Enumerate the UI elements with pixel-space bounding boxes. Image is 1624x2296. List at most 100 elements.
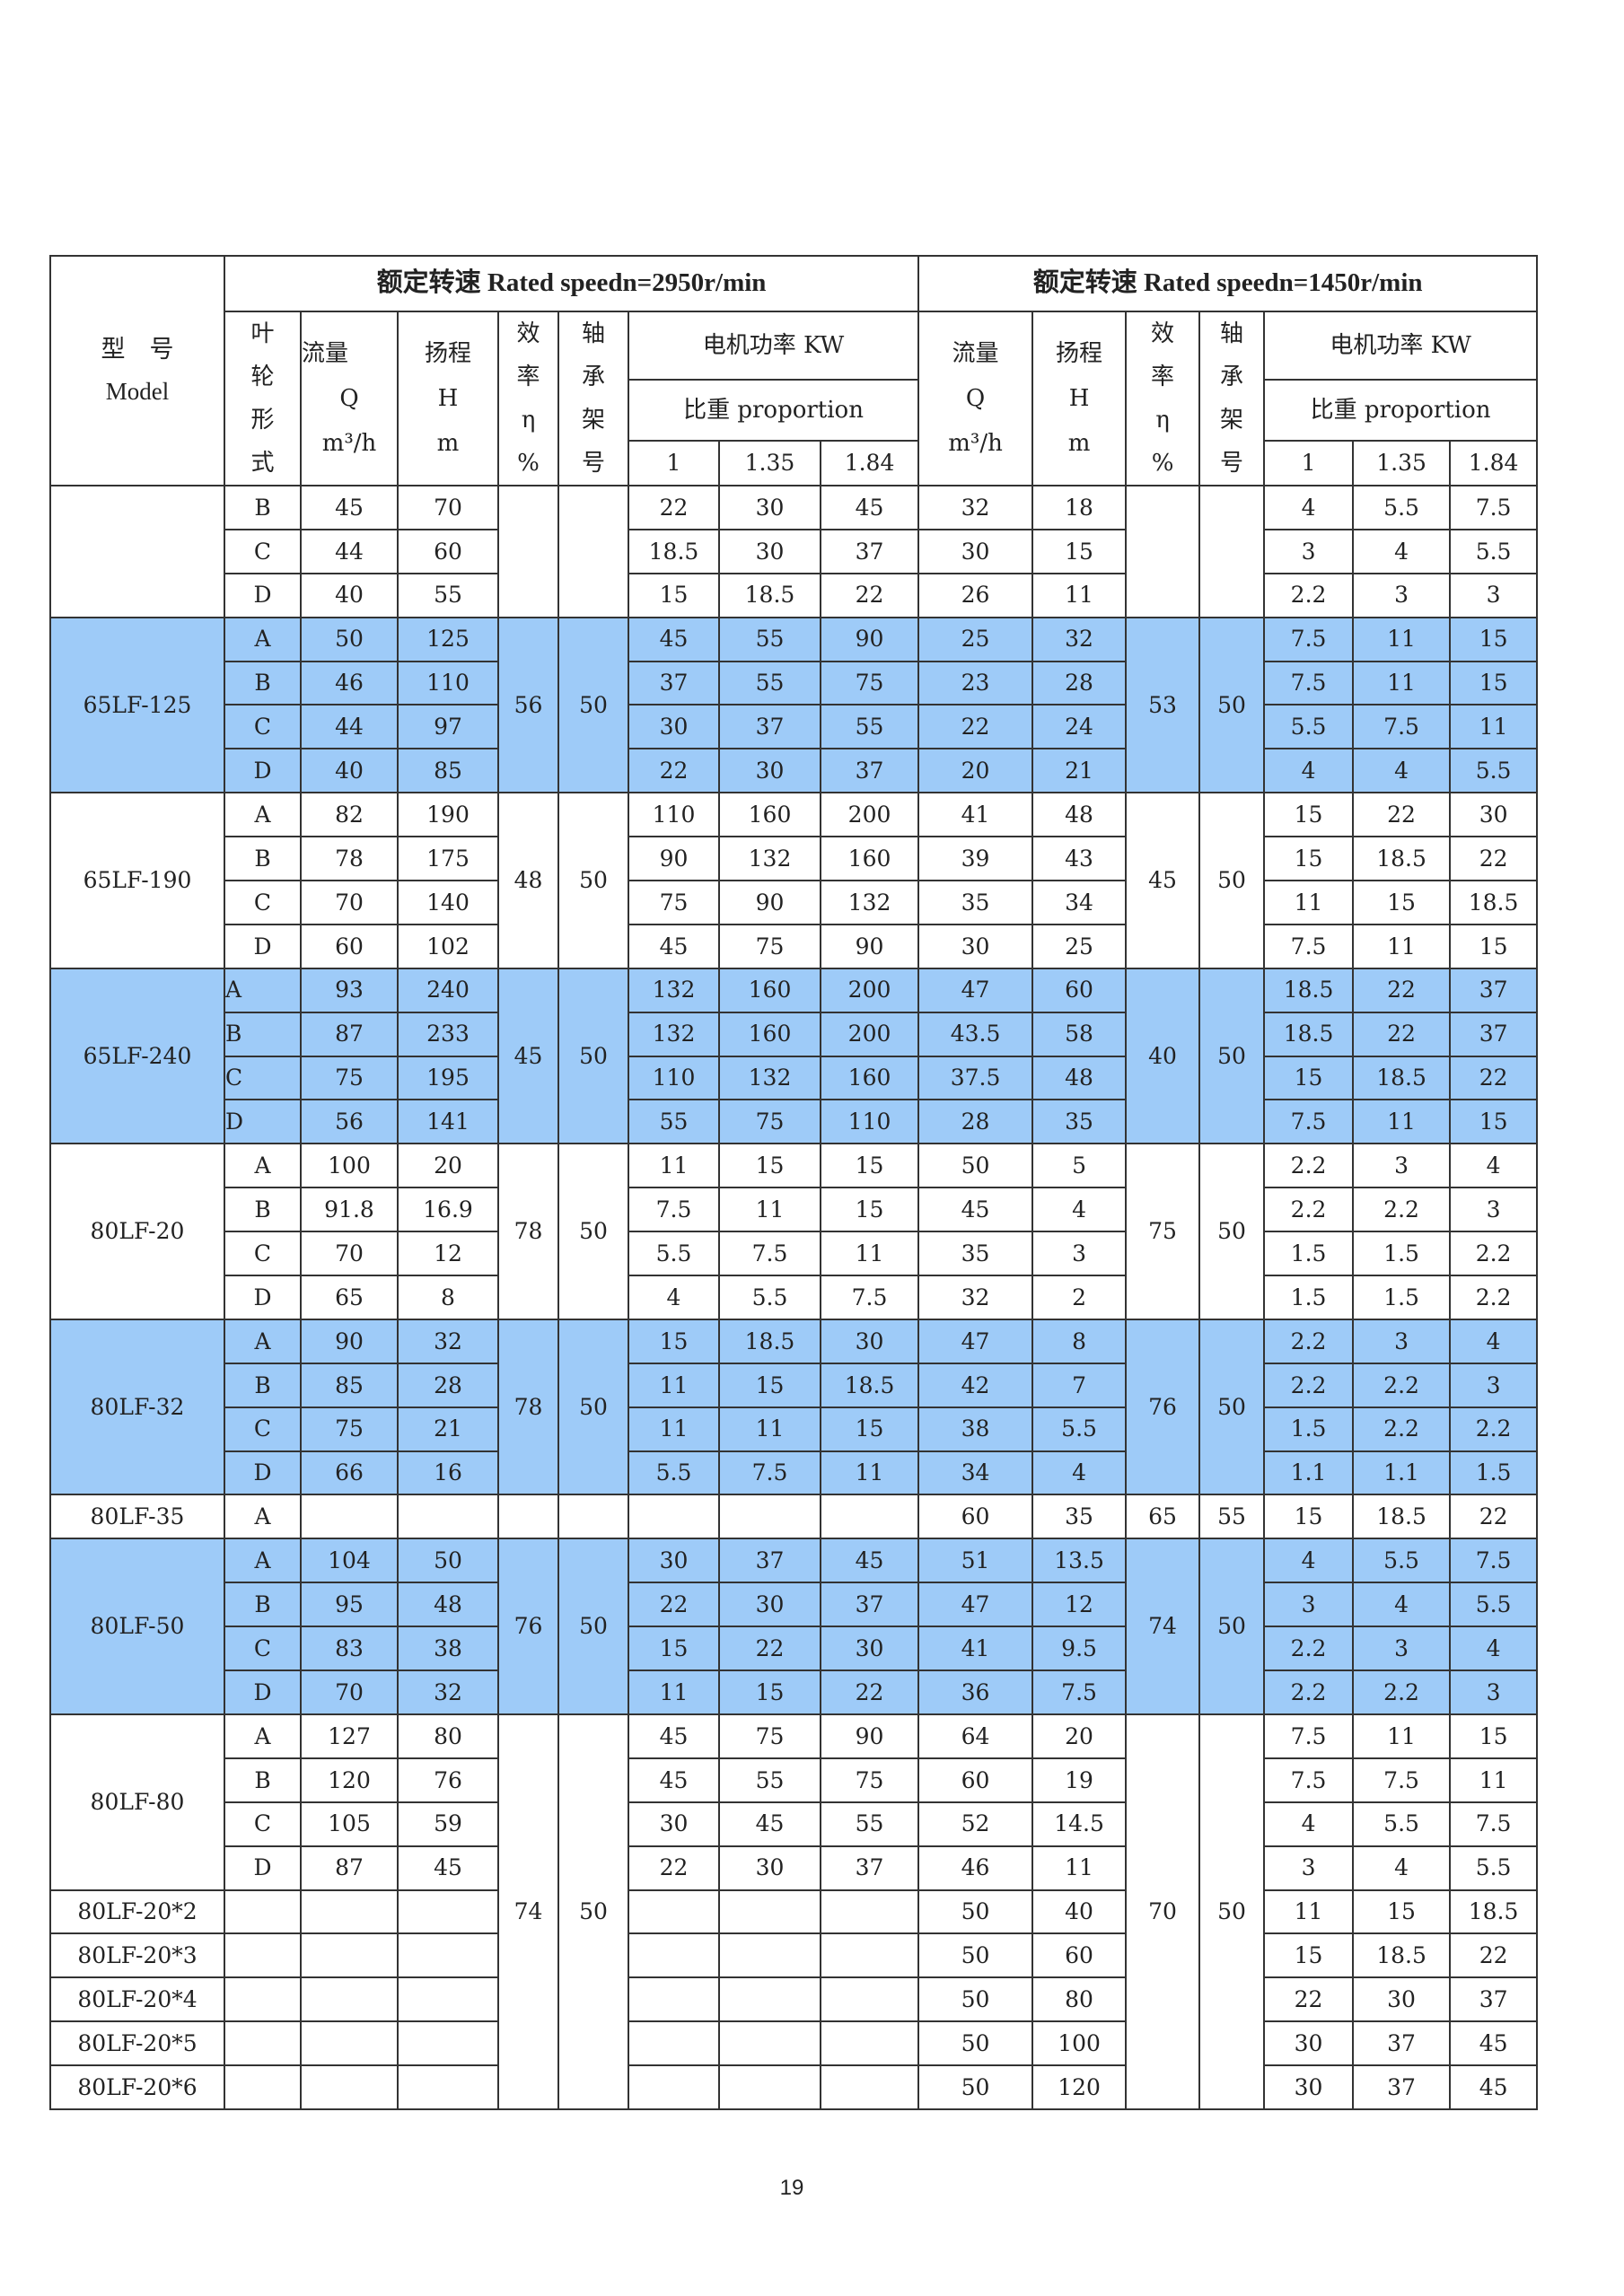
table-row: C 105 59 30 45 55 52 14.5 4 5.5 7.5 — [50, 1801, 1539, 1847]
power-1450-p135: 4 — [1352, 1582, 1452, 1628]
flow-2950: 93 — [300, 967, 399, 1013]
table-row: C 70 12 5.5 7.5 11 35 3 1.5 1.5 2.2 — [50, 1231, 1539, 1277]
power-2950-p135: 55 — [718, 1757, 821, 1803]
table-row: C 44 60 18.5 30 37 30 15 3 4 5.5 — [50, 528, 1539, 574]
power-2950-p184: 90 — [819, 1713, 920, 1759]
bearing-2950 — [557, 1494, 629, 1540]
header-char: 轮 — [250, 364, 275, 390]
power-1450-p184: 7.5 — [1449, 1538, 1539, 1584]
power-1450-p1: 2.2 — [1263, 1362, 1355, 1408]
power-1450-p184: 3 — [1449, 572, 1539, 618]
head-1450: 48 — [1031, 792, 1128, 838]
impeller-type-header: 叶轮形式 — [224, 311, 302, 486]
impeller-type — [224, 1889, 302, 1935]
power-1450-p135: 2.2 — [1352, 1669, 1452, 1715]
power-2950-p1: 90 — [628, 836, 720, 882]
head-1450: 100 — [1031, 2020, 1128, 2067]
efficiency-2950: 56 — [497, 616, 559, 794]
power-1450-p1: 3 — [1263, 528, 1355, 574]
motor-power-header-1450: 电机功率 KW — [1263, 311, 1539, 381]
bearing-header-2950: 轴承架号 — [557, 311, 629, 486]
flow-2950 — [300, 1932, 399, 1979]
head-1450: 43 — [1031, 836, 1128, 882]
power-2950-p184: 45 — [819, 1538, 920, 1584]
impeller-type: B — [224, 1582, 302, 1628]
head-2950: 32 — [397, 1669, 499, 1715]
impeller-type: B — [224, 836, 302, 882]
power-1450-p1: 2.2 — [1263, 572, 1355, 618]
flow-2950: 70 — [300, 1231, 399, 1277]
power-2950-p184: 30 — [819, 1318, 920, 1364]
efficiency-2950: 45 — [497, 967, 559, 1145]
power-2950-p184: 200 — [819, 1011, 920, 1057]
impeller-type: C — [224, 1231, 302, 1277]
proportion-header-2950: 比重 proportion — [627, 378, 920, 443]
head-2950: 240 — [397, 967, 499, 1013]
flow-1450: 50 — [917, 1932, 1034, 1979]
bearing-1450: 55 — [1198, 1494, 1266, 1540]
header-char: 轴 — [1220, 320, 1244, 347]
flow-1450: 60 — [917, 1757, 1034, 1803]
flow-1450: 50 — [917, 1143, 1034, 1189]
impeller-type: C — [224, 1801, 302, 1847]
header-char: η — [1155, 407, 1170, 434]
head-1450: 25 — [1031, 923, 1128, 969]
header-char: 轴 — [581, 320, 605, 347]
power-2950-p135: 160 — [718, 967, 821, 1013]
head-1450: 8 — [1031, 1318, 1128, 1364]
head-1450: 32 — [1031, 616, 1128, 662]
model-cell: 80LF-35 — [49, 1494, 225, 1540]
power-2950-p184: 75 — [819, 1757, 920, 1803]
flow-2950: 70 — [300, 880, 399, 925]
proportion-1-35: 1.35 — [1352, 440, 1452, 486]
power-2950-p135: 11 — [718, 1406, 821, 1452]
impeller-type: A — [224, 1494, 302, 1540]
bearing-2950: 50 — [557, 1713, 629, 2110]
power-1450-p135: 11 — [1352, 660, 1452, 706]
power-2950-p184: 11 — [819, 1231, 920, 1277]
power-2950-p135: 75 — [718, 923, 821, 969]
table-row: D 66 16 5.5 7.5 11 34 4 1.1 1.1 1.5 — [50, 1450, 1539, 1496]
power-2950-p184: 55 — [819, 704, 920, 750]
flow-2950 — [300, 1976, 399, 2023]
flow-2950: 75 — [300, 1406, 399, 1452]
power-2950-p135: 18.5 — [718, 572, 821, 618]
power-1450-p1: 2.2 — [1263, 1187, 1355, 1233]
power-1450-p184: 15 — [1449, 660, 1539, 706]
power-1450-p1: 5.5 — [1263, 704, 1355, 750]
header-char: 架 — [1220, 407, 1244, 434]
head-2950 — [397, 1889, 499, 1935]
power-1450-p184: 2.2 — [1449, 1231, 1539, 1277]
model-header-en: Model — [105, 378, 170, 405]
impeller-type: A — [224, 1318, 302, 1364]
efficiency-2950: 76 — [497, 1538, 559, 1715]
table-row: 65LF-125 A 50 125 56 50 45 55 90 25 32 53 50 7.5 11 15 — [49, 616, 1539, 794]
head-unit: m — [1067, 430, 1091, 457]
power-2950-p135: 132 — [718, 836, 821, 882]
power-2950-p184: 15 — [819, 1187, 920, 1233]
power-2950-p1: 45 — [628, 1757, 720, 1803]
power-2950-p1: 11 — [628, 1406, 720, 1452]
impeller-type: D — [224, 1450, 302, 1496]
impeller-type: B — [224, 1362, 302, 1408]
power-1450-p135: 4 — [1352, 528, 1452, 574]
flow-2950: 87 — [300, 1845, 399, 1891]
flow-1450: 28 — [917, 1099, 1034, 1145]
flow-1450: 45 — [917, 1187, 1034, 1233]
power-2950-p184: 15 — [819, 1406, 920, 1452]
table-row: 80LF-50 A 104 50 76 50 30 37 45 51 13.5 74 50 4 5.5 7.5 — [49, 1538, 1539, 1715]
pump-performance-table: 型 号 Model 额定转速 Rated speedn=2950r/min 额定… — [49, 255, 1539, 2110]
flow-2950: 120 — [300, 1757, 399, 1803]
flow-1450: 35 — [917, 1231, 1034, 1277]
flow-2950: 127 — [300, 1713, 399, 1759]
table-row: C 70 140 75 90 132 35 34 11 15 18.5 — [50, 880, 1539, 925]
power-1450-p184: 1.5 — [1449, 1450, 1539, 1496]
power-2950-p135: 18.5 — [718, 1318, 821, 1364]
flow-label: 流量 — [302, 340, 349, 367]
flow-2950 — [300, 1889, 399, 1935]
power-2950-p184: 15 — [819, 1143, 920, 1189]
model-cell: 80LF-20*3 — [49, 1932, 225, 1979]
power-1450-p184: 5.5 — [1449, 528, 1539, 574]
power-1450-p135: 1.1 — [1352, 1450, 1452, 1496]
